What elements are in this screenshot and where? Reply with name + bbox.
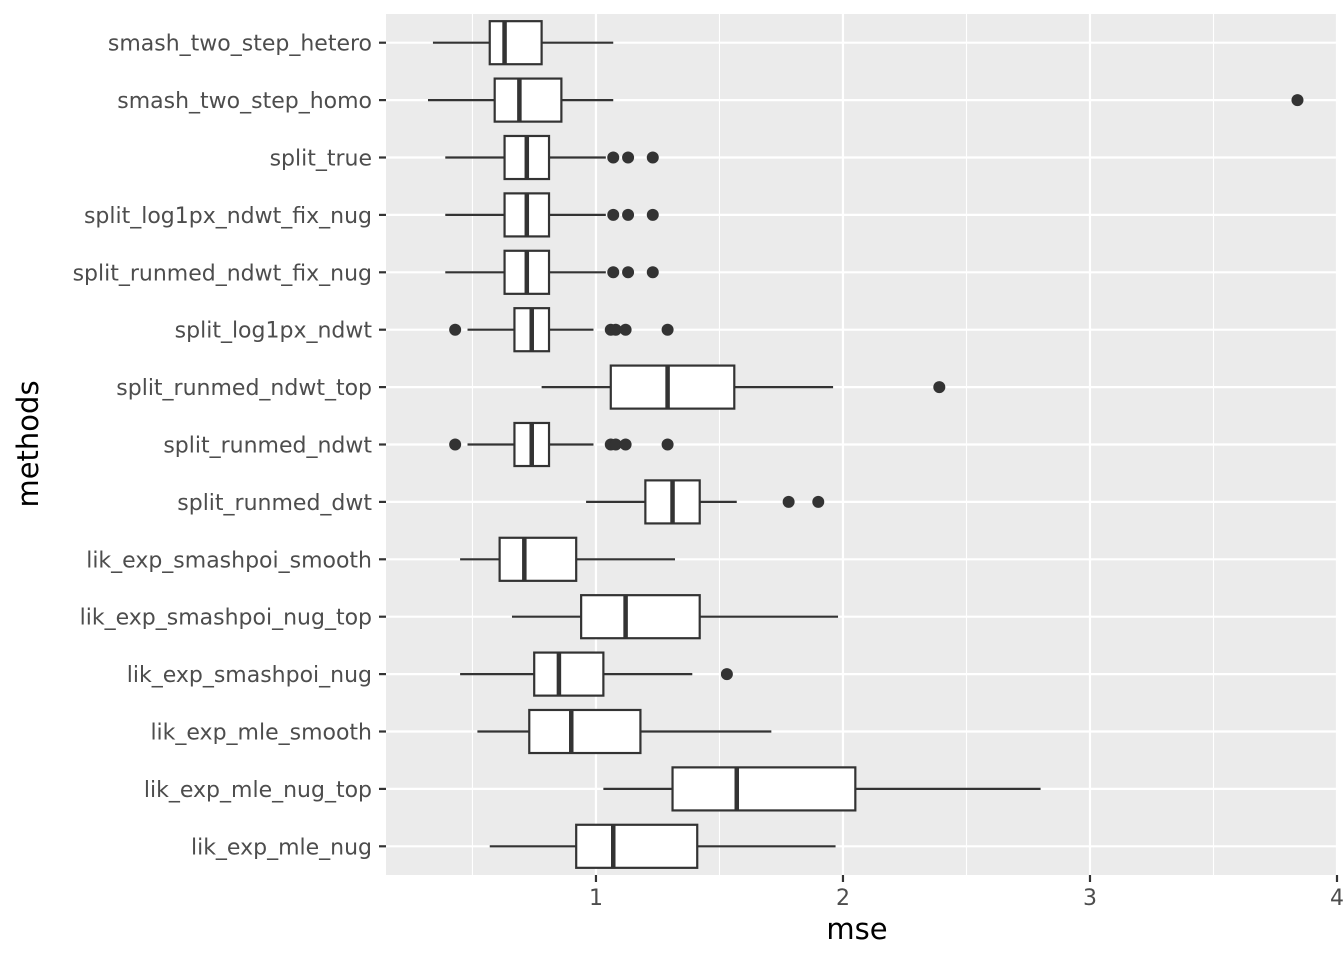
outlier-point: [622, 151, 635, 164]
box-iqr: [488, 20, 543, 66]
y-tick-label: split_log1px_ndwt: [175, 319, 373, 344]
box-split_runmed_dwt: [586, 479, 825, 525]
box-split_log1px_ndwt: [449, 307, 674, 353]
y-tick-label: smash_two_step_homo: [117, 89, 372, 114]
y-tick-label: lik_exp_smashpoi_nug_top: [80, 606, 372, 631]
y-tick-label: split_runmed_ndwt_fix_nug: [73, 261, 372, 286]
outlier-point: [646, 208, 659, 221]
box-lik_exp_smashpoi_nug: [460, 651, 733, 697]
box-iqr: [575, 823, 699, 869]
box-smash_two_step_homo: [427, 77, 1304, 123]
y-tick-label: split_runmed_ndwt_top: [116, 376, 372, 401]
outlier-point: [720, 668, 733, 681]
box-lik_exp_mle_nug: [489, 823, 836, 869]
box-iqr: [533, 651, 605, 697]
x-tick-label: 1: [589, 886, 603, 911]
outlier-point: [607, 151, 620, 164]
outlier-point: [609, 323, 622, 336]
box-iqr: [671, 766, 857, 812]
box-split_log1px_ndwt_fix_nug: [445, 192, 659, 238]
outlier-point: [449, 438, 462, 451]
box-lik_exp_smashpoi_smooth: [460, 536, 676, 582]
outlier-point: [609, 438, 622, 451]
boxes-layer: [427, 20, 1304, 869]
outlier-point: [933, 381, 946, 394]
outlier-point: [622, 266, 635, 279]
y-axis: smash_two_step_hetero smash_two_step_homo…: [73, 32, 386, 860]
y-tick-label: split_runmed_dwt: [177, 491, 372, 516]
outlier-point: [619, 438, 632, 451]
box-lik_exp_mle_nug_top: [603, 766, 1041, 812]
box-split_runmed_ndwt_top: [541, 364, 946, 410]
y-tick-label: split_true: [270, 147, 372, 172]
box-iqr: [528, 708, 642, 755]
box-lik_exp_mle_smooth: [477, 708, 772, 755]
y-tick-label: lik_exp_mle_nug: [191, 835, 372, 860]
box-iqr: [580, 594, 701, 640]
y-tick-label: lik_exp_mle_smooth: [150, 721, 372, 746]
x-tick-label: 3: [1083, 886, 1097, 911]
box-smash_two_step_hetero: [432, 20, 614, 66]
x-tick-label: 2: [836, 886, 850, 911]
outlier-point: [1291, 94, 1304, 107]
outlier-point: [646, 151, 659, 164]
y-tick-label: smash_two_step_hetero: [108, 32, 372, 57]
outlier-point: [782, 495, 795, 508]
y-tick-label: split_runmed_ndwt: [163, 434, 372, 459]
box-split_runmed_ndwt: [449, 421, 674, 468]
y-axis-title: methods: [11, 380, 45, 507]
y-tick-label: split_log1px_ndwt_fix_nug: [84, 204, 372, 229]
y-tick-label: lik_exp_mle_nug_top: [144, 778, 372, 803]
box-iqr: [493, 77, 563, 123]
y-tick-label: lik_exp_smashpoi_smooth: [86, 548, 372, 573]
x-axis: 1 2 3 4: [589, 875, 1344, 911]
box-lik_exp_smashpoi_nug_top: [511, 594, 839, 640]
outlier-point: [619, 323, 632, 336]
outlier-point: [607, 208, 620, 221]
box-split_true: [445, 134, 659, 181]
outlier-point: [661, 438, 674, 451]
box-iqr: [498, 536, 578, 582]
y-tick-label: lik_exp_smashpoi_nug: [127, 663, 372, 688]
outlier-point: [646, 266, 659, 279]
x-axis-title: mse: [826, 912, 887, 946]
x-tick-label: 4: [1330, 886, 1344, 911]
outlier-point: [661, 323, 674, 336]
box-split_runmed_ndwt_fix_nug: [445, 249, 659, 295]
outlier-point: [812, 495, 825, 508]
outlier-point: [607, 266, 620, 279]
outlier-point: [622, 208, 635, 221]
outlier-point: [449, 323, 462, 336]
box-iqr: [609, 364, 736, 410]
